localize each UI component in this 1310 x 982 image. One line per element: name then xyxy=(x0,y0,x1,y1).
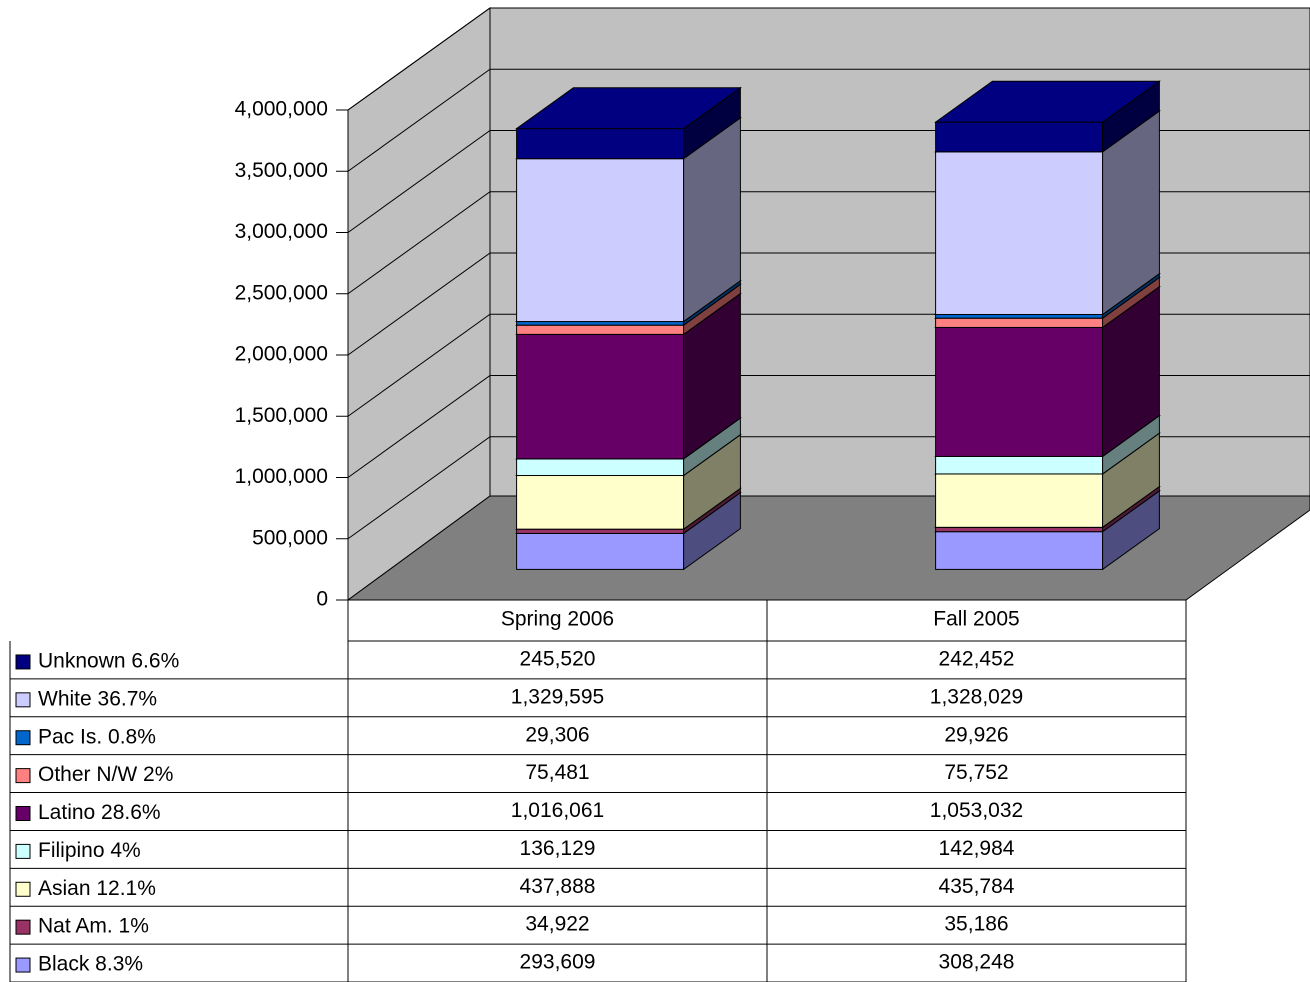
bar-top xyxy=(934,80,1161,123)
bar-front xyxy=(935,526,1104,533)
data-label: 35,186 xyxy=(944,913,1008,936)
data-label: 242,452 xyxy=(939,647,1015,670)
bar-front xyxy=(935,313,1104,319)
legend-swatch xyxy=(15,843,31,859)
data-label: 308,248 xyxy=(939,951,1015,974)
floor xyxy=(346,495,1310,601)
legend-swatch xyxy=(15,768,31,784)
legend-swatch xyxy=(15,881,31,897)
bar-front xyxy=(935,151,1104,315)
data-label: 75,752 xyxy=(944,761,1008,784)
y-tick-label: 1,000,000 xyxy=(235,465,328,488)
legend-label: Other N/W 2% xyxy=(38,763,173,786)
data-label: 34,922 xyxy=(525,913,589,936)
legend-label: Unknown 6.6% xyxy=(38,649,179,672)
data-label: 1,053,032 xyxy=(930,799,1023,822)
data-label: 136,129 xyxy=(520,837,596,860)
x-tick-label: Fall 2005 xyxy=(933,608,1019,631)
bar-front xyxy=(516,324,685,335)
legend-swatch xyxy=(15,730,31,746)
bar-front xyxy=(935,317,1104,328)
legend-label: Latino 28.6% xyxy=(38,801,161,824)
data-label: 75,481 xyxy=(525,761,589,784)
legend-label: White 36.7% xyxy=(38,687,157,710)
bar-top xyxy=(515,87,742,130)
grid-line xyxy=(347,68,1310,172)
bar-front xyxy=(935,326,1104,457)
y-tick-label: 3,000,000 xyxy=(235,220,328,243)
legend-swatch xyxy=(15,654,31,670)
data-label: 29,926 xyxy=(944,723,1008,746)
data-label: 29,306 xyxy=(525,723,589,746)
legend-swatch xyxy=(15,806,31,821)
legend-label: Pac Is. 0.8% xyxy=(38,725,156,748)
bar-front xyxy=(516,158,685,323)
legend-swatch xyxy=(15,957,31,973)
y-tick-label: 1,500,000 xyxy=(235,404,328,427)
bar-front xyxy=(516,458,685,477)
bar-front xyxy=(516,475,685,530)
legend-swatch xyxy=(15,692,31,708)
data-label: 1,329,595 xyxy=(511,685,604,708)
y-tick-label: 3,500,000 xyxy=(235,159,328,182)
bar-front xyxy=(935,455,1104,475)
bar-front xyxy=(935,473,1104,528)
data-label: 437,888 xyxy=(520,875,596,898)
bar-front xyxy=(516,532,685,570)
legend-label: Black 8.3% xyxy=(38,953,143,976)
y-tick-label: 0 xyxy=(316,588,328,611)
x-tick-label: Spring 2006 xyxy=(501,608,614,631)
legend-swatch xyxy=(15,919,31,935)
y-tick-label: 2,500,000 xyxy=(235,281,328,304)
legend-label: Nat Am. 1% xyxy=(38,915,149,938)
grid-line xyxy=(347,7,1310,111)
data-label: 1,016,061 xyxy=(511,799,604,822)
y-tick-label: 4,000,000 xyxy=(235,98,328,121)
data-label: 435,784 xyxy=(939,875,1015,898)
bar-front xyxy=(516,528,685,534)
data-label: 1,328,029 xyxy=(930,685,1023,708)
legend-label: Filipino 4% xyxy=(38,839,141,862)
y-tick-label: 2,000,000 xyxy=(235,343,328,366)
data-label: 142,984 xyxy=(939,837,1015,860)
data-label: 245,520 xyxy=(520,647,596,670)
bar-front xyxy=(516,128,685,160)
bar-front xyxy=(516,333,685,460)
bar-front xyxy=(935,531,1104,570)
bar-front xyxy=(935,121,1104,153)
data-label: 293,609 xyxy=(520,951,596,974)
legend-label: Asian 12.1% xyxy=(38,877,156,900)
bar-front xyxy=(516,321,685,326)
y-tick-label: 500,000 xyxy=(252,526,328,549)
